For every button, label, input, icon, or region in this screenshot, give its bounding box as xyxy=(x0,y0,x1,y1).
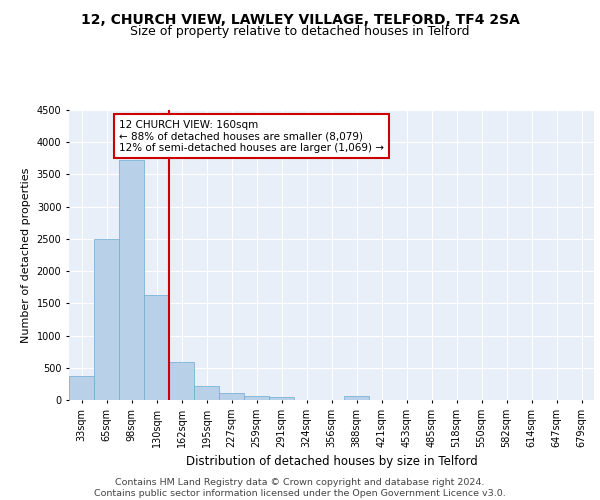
Text: 12 CHURCH VIEW: 160sqm
← 88% of detached houses are smaller (8,079)
12% of semi-: 12 CHURCH VIEW: 160sqm ← 88% of detached… xyxy=(119,120,384,153)
Bar xyxy=(69,376,94,400)
Bar xyxy=(169,362,194,400)
Y-axis label: Number of detached properties: Number of detached properties xyxy=(21,168,31,342)
Bar xyxy=(269,398,294,400)
Text: 12, CHURCH VIEW, LAWLEY VILLAGE, TELFORD, TF4 2SA: 12, CHURCH VIEW, LAWLEY VILLAGE, TELFORD… xyxy=(80,12,520,26)
Bar xyxy=(144,295,169,400)
Bar xyxy=(194,386,219,400)
Bar xyxy=(219,393,244,400)
X-axis label: Distribution of detached houses by size in Telford: Distribution of detached houses by size … xyxy=(185,456,478,468)
Text: Size of property relative to detached houses in Telford: Size of property relative to detached ho… xyxy=(130,25,470,38)
Bar xyxy=(244,396,269,400)
Bar xyxy=(344,396,369,400)
Bar xyxy=(119,160,144,400)
Bar xyxy=(94,239,119,400)
Text: Contains HM Land Registry data © Crown copyright and database right 2024.
Contai: Contains HM Land Registry data © Crown c… xyxy=(94,478,506,498)
